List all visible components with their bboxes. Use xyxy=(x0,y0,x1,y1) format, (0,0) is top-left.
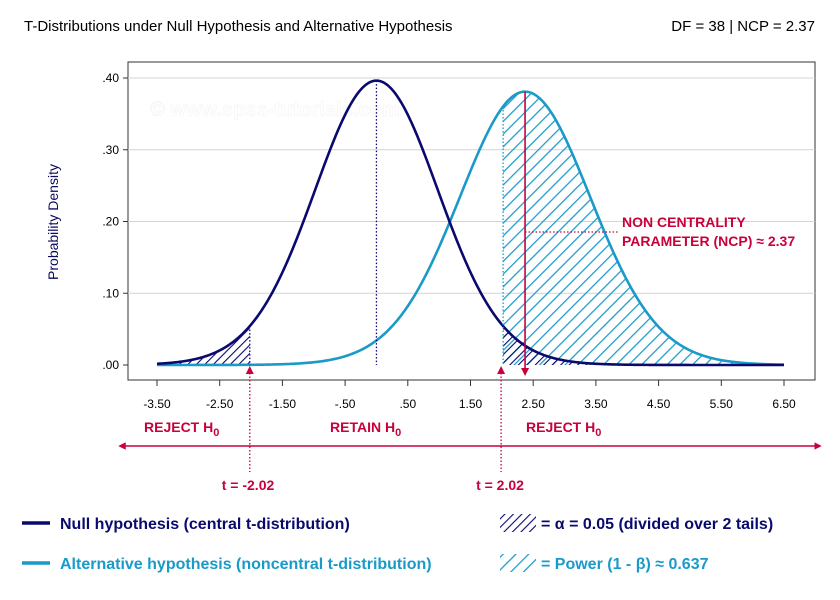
x-tick-label: 1.50 xyxy=(459,397,483,411)
t-right-arrow xyxy=(497,366,506,374)
x-tick-label: -2.50 xyxy=(206,397,234,411)
x-tick-label: 5.50 xyxy=(710,397,734,411)
retain-label: RETAIN H0 xyxy=(330,419,401,439)
x-tick-label: -.50 xyxy=(335,397,356,411)
x-tick-label: 4.50 xyxy=(647,397,671,411)
alpha-region-left xyxy=(157,326,250,365)
alt-curve xyxy=(157,90,785,367)
x-tick-label: -3.50 xyxy=(143,397,171,411)
legend: Null hypothesis (central t-distribution)… xyxy=(22,514,773,573)
y-axis-label: Probability Density xyxy=(45,164,61,280)
ncp-annotation-line2: PARAMETER (NCP) ≈ 2.37 xyxy=(622,233,795,249)
x-tick-label: 6.50 xyxy=(772,397,796,411)
legend-null-label: Null hypothesis (central t-distribution) xyxy=(60,516,350,533)
null-curve xyxy=(156,79,784,367)
t-left-arrow xyxy=(245,366,254,374)
legend-power-label: = Power (1 - β) ≈ 0.637 xyxy=(541,556,709,573)
x-tick-label: .50 xyxy=(399,397,416,411)
x-axis: -3.50 -2.50 -1.50 -.50 .50 1.50 2.50 3.50 4.50 5.… xyxy=(143,380,796,411)
chart-info: DF = 38 | NCP = 2.37 xyxy=(671,18,815,35)
watermark: © www.spss-tutorials.com xyxy=(150,99,400,121)
x-tick-label: 2.50 xyxy=(522,397,546,411)
t-right-label: t = 2.02 xyxy=(476,477,524,493)
legend-alpha-swatch xyxy=(500,514,536,532)
x-tick-label: -1.50 xyxy=(269,397,297,411)
grid-lines xyxy=(128,77,815,294)
power-region xyxy=(503,91,784,365)
shaded-regions xyxy=(157,91,784,365)
x-tick-label: 3.50 xyxy=(584,397,608,411)
reject-right-label: REJECT H0 xyxy=(526,419,601,439)
reject-left-label: REJECT H0 xyxy=(144,419,219,439)
chart-title: T-Distributions under Null Hypothesis an… xyxy=(24,18,453,35)
y-tick-label: .10 xyxy=(102,286,119,300)
t-left-label: t = -2.02 xyxy=(222,477,275,493)
legend-alpha-label: = α = 0.05 (divided over 2 tails) xyxy=(541,516,773,533)
y-axis: .00 .10 .20 .30 .40 xyxy=(102,71,128,372)
y-tick-label: .20 xyxy=(102,215,119,229)
reference-lines xyxy=(245,80,618,472)
alpha-region-right xyxy=(503,326,784,365)
y-tick-label: .00 xyxy=(102,358,119,372)
legend-alt-label: Alternative hypothesis (noncentral t-dis… xyxy=(60,556,432,573)
y-tick-label: .40 xyxy=(102,71,119,85)
distribution-curves xyxy=(156,79,785,367)
legend-power-swatch xyxy=(500,554,536,572)
ncp-annotation-line1: NON CENTRALITY xyxy=(622,214,746,230)
y-tick-label: .30 xyxy=(102,143,119,157)
